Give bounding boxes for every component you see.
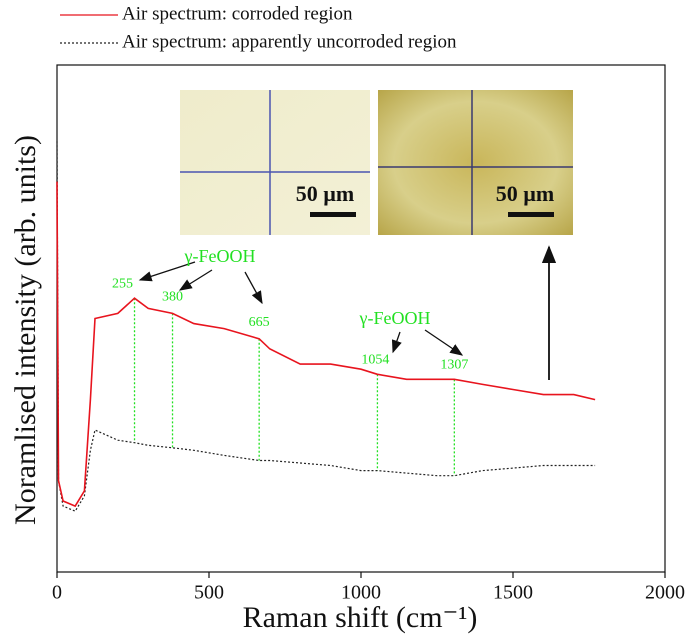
- x-tick-label: 1000: [341, 582, 381, 604]
- peak-label: 255: [112, 276, 133, 291]
- phase-label: γ-FeOOH: [359, 308, 431, 328]
- micrograph: [180, 90, 370, 235]
- annotation-arrows: [138, 261, 464, 356]
- inset-right: 50 µm: [378, 90, 573, 235]
- peak-label: 380: [162, 290, 183, 305]
- legend-label: Air spectrum: apparently uncorroded regi…: [122, 31, 457, 52]
- peak-label: 665: [249, 315, 270, 330]
- inset-left: 50 µm: [180, 90, 370, 235]
- x-tick-label: 0: [52, 582, 62, 604]
- x-tick-label: 2000: [645, 582, 685, 604]
- scale-label: 50 µm: [496, 181, 555, 206]
- arrow: [244, 271, 263, 305]
- arrow: [391, 331, 402, 354]
- phase-label: γ-FeOOH: [184, 246, 256, 266]
- x-axis-label: Raman shift (cm⁻¹): [243, 601, 478, 634]
- micrograph: [378, 90, 573, 235]
- y-axis-label: Noramlised intensity (arb. units): [9, 135, 42, 525]
- peak-label: 1054: [361, 352, 389, 367]
- scale-bar: [508, 212, 554, 217]
- legend-label: Air spectrum: corroded region: [122, 3, 353, 24]
- arrow: [424, 329, 464, 356]
- series-line: [56, 181, 596, 508]
- arrow: [138, 261, 196, 282]
- x-tick-label: 500: [194, 582, 224, 604]
- x-tick-label: 1500: [493, 582, 533, 604]
- scale-label: 50 µm: [296, 181, 355, 206]
- arrow: [178, 269, 213, 291]
- scale-bar: [310, 212, 356, 217]
- peak-label: 1307: [440, 358, 468, 373]
